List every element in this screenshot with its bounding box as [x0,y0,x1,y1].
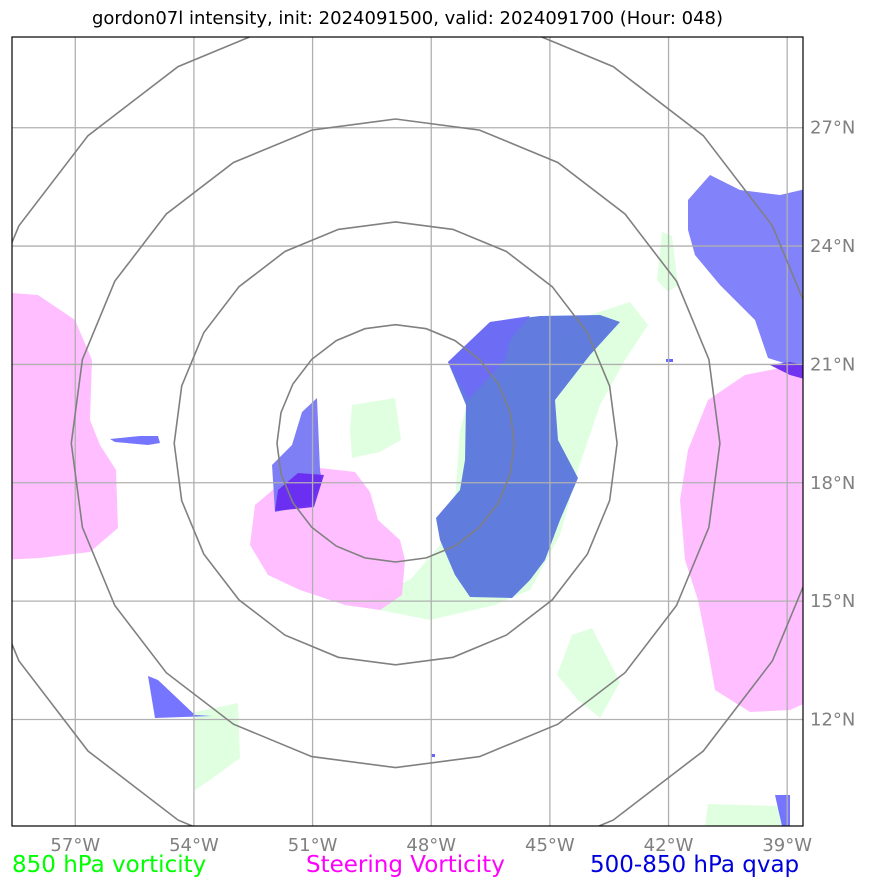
qvap-region [148,676,212,718]
lon-tick-label: 57°W [50,835,100,856]
vorticity-850-region [195,703,240,790]
lat-tick-label: 15°N [810,591,855,612]
lon-tick-label: 39°W [762,835,812,856]
lat-tick-label: 27°N [810,118,855,139]
range-ring [276,323,516,563]
gridlines [12,37,803,826]
legend-850-vorticity: 850 hPa vorticity [12,852,207,878]
steering-vorticity-region [680,365,803,712]
lon-tick-label: 42°W [644,835,694,856]
range-ring [70,118,721,769]
qvap-region [688,175,803,369]
lon-tick-label: 48°W [406,835,456,856]
lon-tick-label: 51°W [288,835,338,856]
qvap-region [770,362,803,379]
steering-vorticity-region [12,292,118,560]
qvap-region [775,795,790,826]
vorticity-850-region [657,232,678,292]
lat-tick-label: 21°N [810,354,855,375]
lat-tick-label: 12°N [810,709,855,730]
lat-tick-label: 24°N [810,236,855,257]
map-title: gordon07l intensity, init: 2024091500, v… [91,8,724,29]
range-rings [12,37,803,826]
vorticity-850-region [557,628,620,718]
vorticity-850-region [705,804,790,826]
lon-tick-label: 54°W [169,835,219,856]
qvap-region [666,359,673,362]
qvap-region [436,315,620,598]
lon-tick-label: 45°W [525,835,575,856]
plot-frame [11,36,804,827]
steering-vorticity-layer [12,292,803,712]
lat-tick-label: 18°N [810,473,855,494]
legend-steering-vorticity: Steering Vorticity [306,852,505,878]
qvap-region [448,316,530,400]
vorticity-850-layer [70,232,790,826]
tick-labels: 57°W 54°W 51°W 48°W 45°W 42°W 39°W 12°N 15°N 18°N… [50,118,855,856]
qvap-region [431,754,435,757]
qvap-region [110,436,160,445]
legend-qvap: 500-850 hPa qvap [590,852,800,878]
range-ring [12,37,803,826]
range-ring [173,221,618,666]
vorticity-850-region [350,398,401,458]
